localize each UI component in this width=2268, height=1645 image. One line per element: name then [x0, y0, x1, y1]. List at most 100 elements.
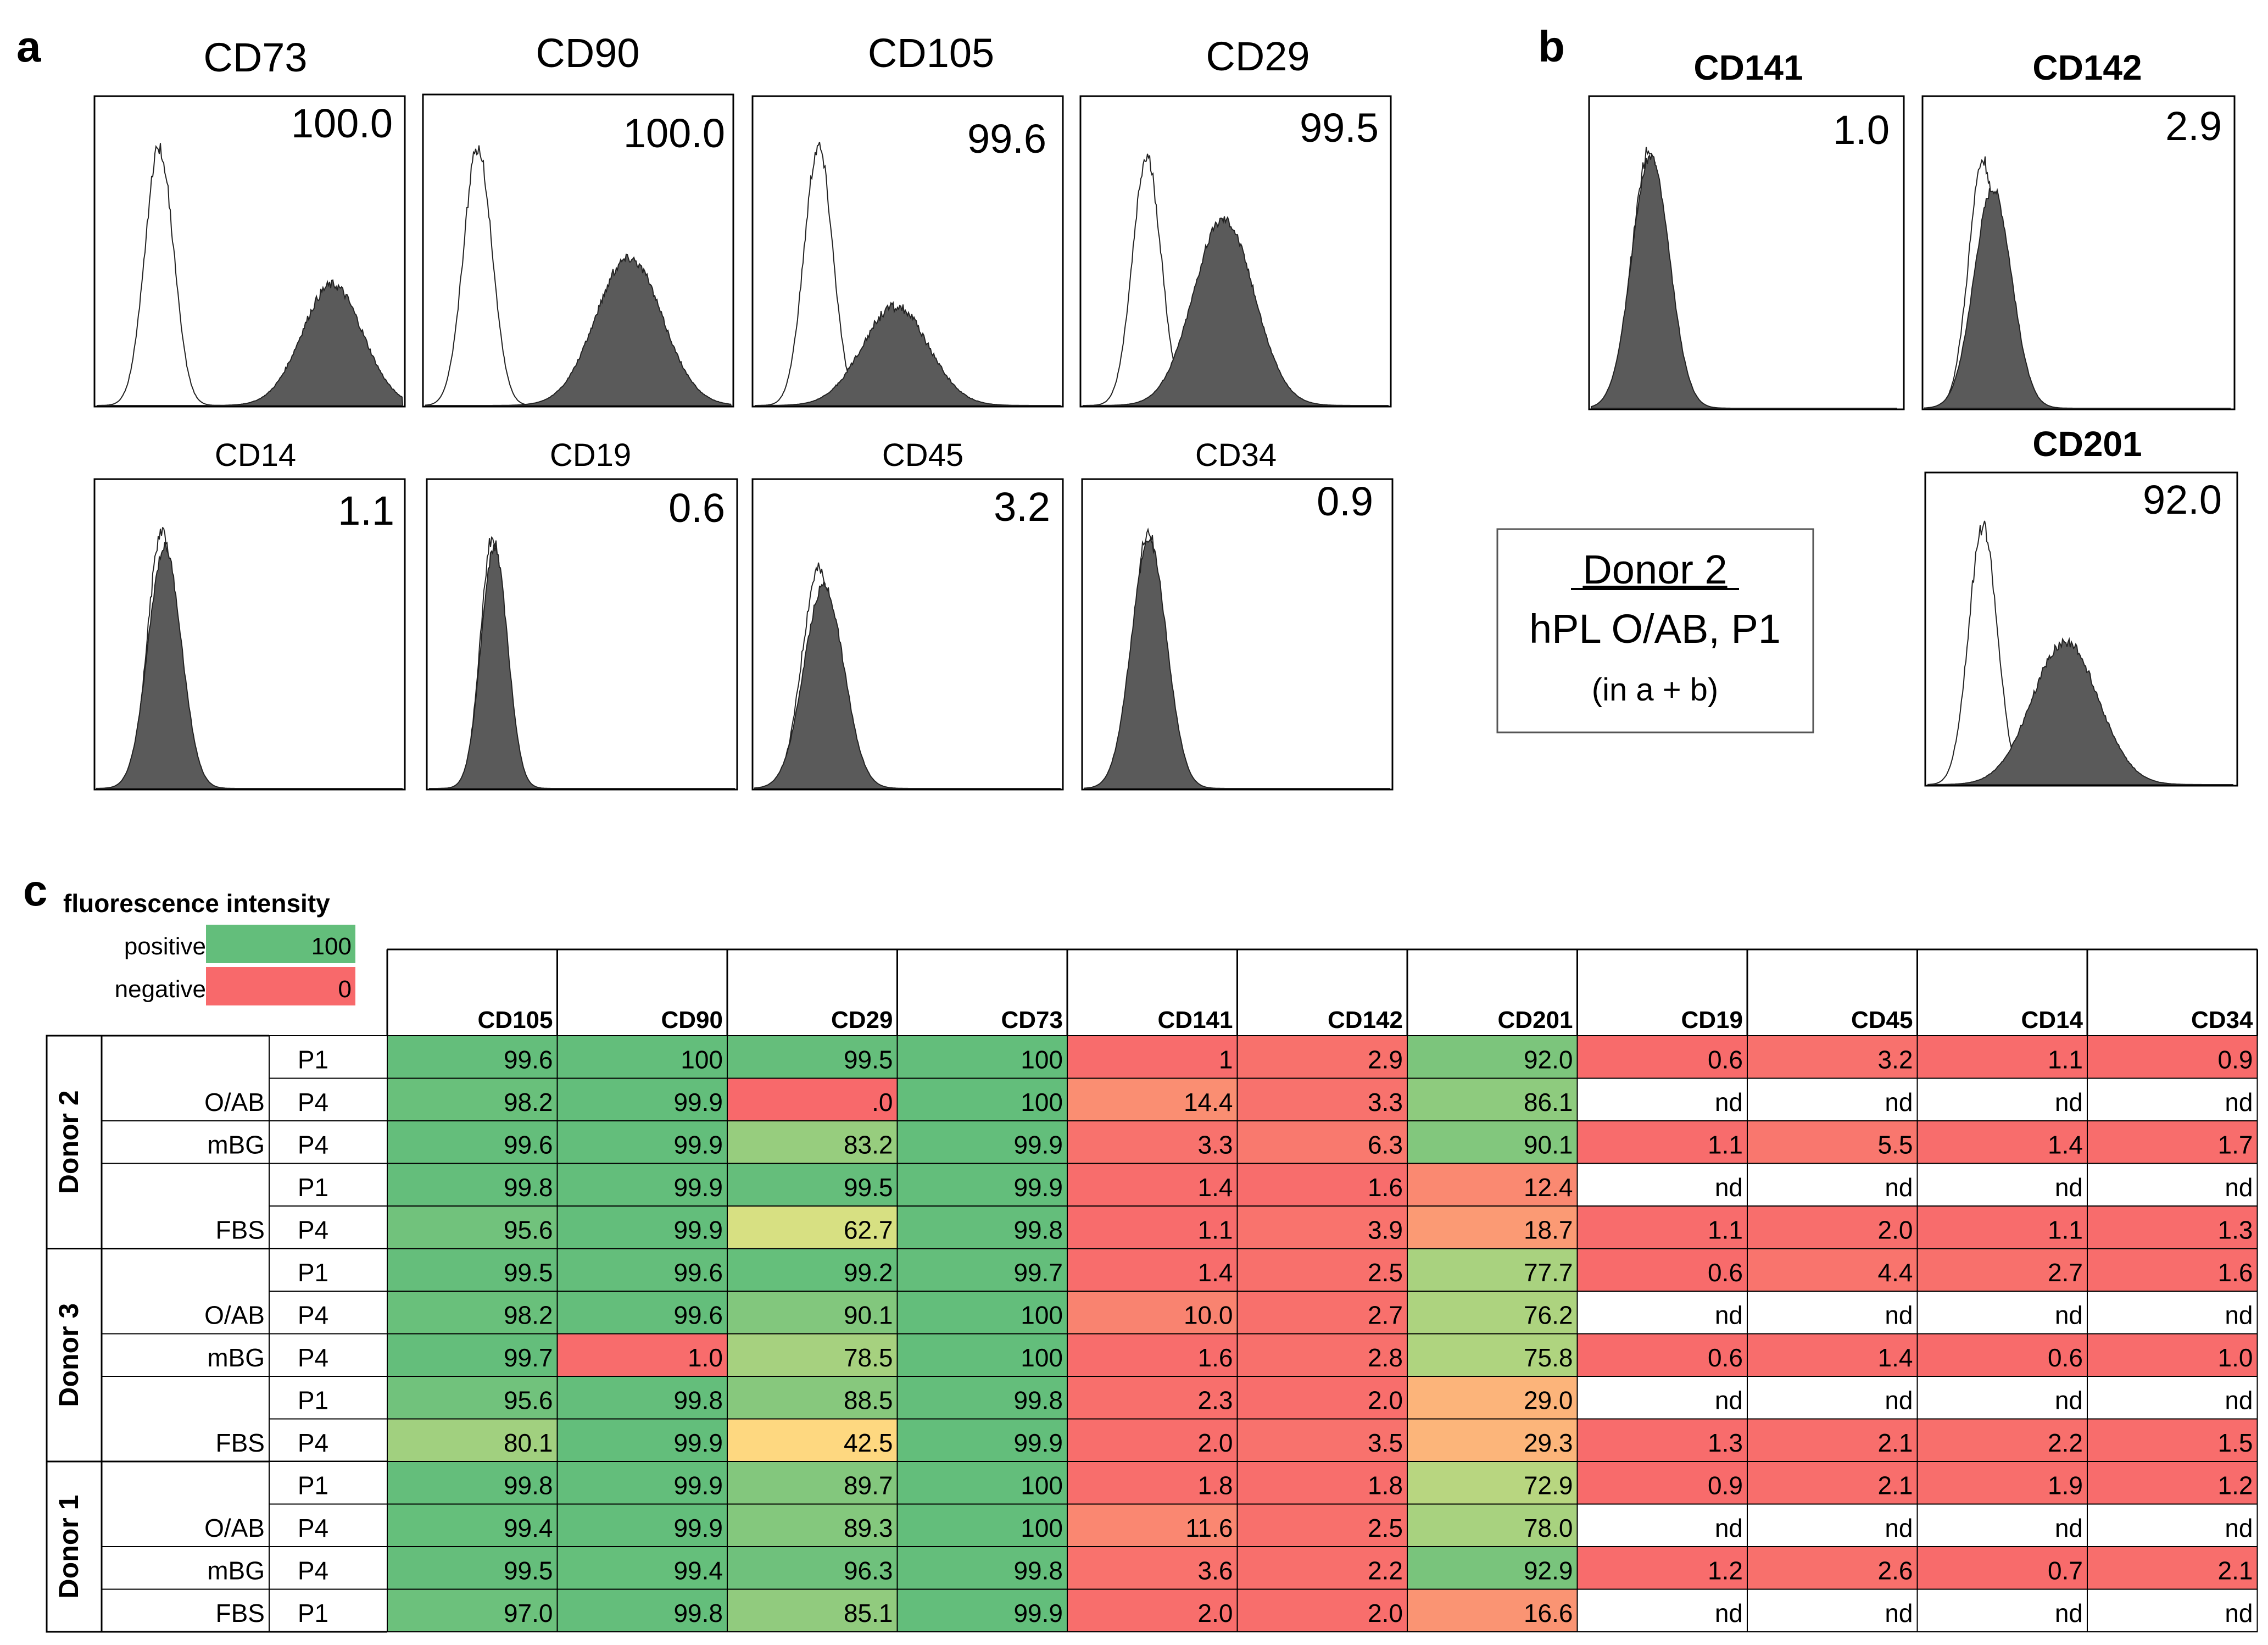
legend-positive-label: positive — [124, 933, 206, 960]
cell-value: 95.6 — [504, 1386, 553, 1415]
cell-value: nd — [2055, 1173, 2083, 1202]
medium-label: mBG — [207, 1131, 265, 1159]
heatmap-cell — [1747, 1546, 1918, 1590]
heatmap-cell — [387, 1588, 558, 1632]
heatmap-cell — [1747, 1205, 1918, 1249]
column-header-cd105: CD105 — [478, 1007, 553, 1033]
cell-value: 2.3 — [1198, 1386, 1233, 1415]
cell-value: 2.1 — [1878, 1429, 1913, 1457]
cell-value: 99.9 — [673, 1514, 723, 1542]
heatmap-cell — [2087, 1035, 2258, 1079]
heatmap-cell — [1407, 1333, 1578, 1377]
medium-label: mBG — [207, 1343, 265, 1372]
legend-title: fluorescence intensity — [63, 889, 330, 918]
panel-a: CD73 100.0 CD90 100.0 CD105 99.6 CD29 99… — [93, 30, 1394, 791]
cell-value: 100 — [1021, 1471, 1063, 1500]
cell-value: 3.3 — [1198, 1131, 1233, 1159]
cell-value: 0.6 — [1708, 1258, 1743, 1287]
cell-value: 83.2 — [844, 1131, 893, 1159]
heatmap-cell — [2087, 1163, 2258, 1207]
column-header-cd34: CD34 — [2191, 1007, 2253, 1033]
cell-value: 100 — [1021, 1514, 1063, 1542]
cell-value: nd — [1885, 1514, 1913, 1542]
cell-value: 99.9 — [673, 1216, 723, 1244]
marker-label-cd34: CD34 — [1195, 437, 1277, 473]
heatmap-cell — [1916, 1163, 2088, 1207]
cell-value: nd — [1715, 1514, 1743, 1542]
cell-value: 1.1 — [1708, 1216, 1743, 1244]
heatmap-cell — [1236, 1546, 1408, 1590]
marker-stained-peak — [1084, 538, 1390, 789]
cell-value: 96.3 — [844, 1557, 893, 1585]
heatmap-cell — [1236, 1163, 1408, 1207]
cell-value: 1.8 — [1368, 1471, 1403, 1500]
heatmap-cell — [2087, 1205, 2258, 1249]
histogram-cd90: CD90 100.0 — [422, 30, 734, 408]
cell-value: 99.7 — [504, 1343, 553, 1372]
passage-cell — [269, 1248, 388, 1292]
cell-value: 99.8 — [504, 1173, 553, 1202]
marker-label-cd73: CD73 — [203, 35, 307, 80]
heatmap-cell — [387, 1418, 558, 1462]
histogram-cd14: CD14 1.1 — [93, 437, 406, 791]
medium-label: O/AB — [204, 1514, 265, 1542]
cell-value: nd — [1885, 1088, 1913, 1116]
cell-value: 3.5 — [1368, 1429, 1403, 1457]
heatmap-cell — [727, 1333, 898, 1377]
heatmap-cell — [1236, 1461, 1408, 1505]
heatmap-cell — [2087, 1333, 2258, 1377]
cell-value: 78.0 — [1524, 1514, 1573, 1542]
heatmap-cell — [1576, 1418, 1748, 1462]
heatmap-cell — [1916, 1418, 2088, 1462]
cell-value: 12.4 — [1524, 1173, 1573, 1202]
heatmap-cell — [727, 1077, 898, 1121]
cell-value: 99.6 — [673, 1258, 723, 1287]
cell-value: 2.9 — [1368, 1046, 1403, 1074]
passage-cell — [269, 1418, 388, 1462]
heatmap-cell — [1576, 1205, 1748, 1249]
histogram-cd19: CD19 0.6 — [426, 437, 738, 791]
column-header-cd45: CD45 — [1851, 1007, 1913, 1033]
percent-positive: 99.5 — [1300, 105, 1379, 151]
passage-label: P1 — [298, 1471, 328, 1500]
cell-value: 99.6 — [504, 1046, 553, 1074]
heatmap-cell — [1576, 1461, 1748, 1505]
percent-negative: 1.1 — [338, 488, 394, 533]
marker-label-cd201: CD201 — [2032, 424, 2142, 464]
histogram-cd201: CD201 92.0 — [1924, 424, 2238, 787]
heatmap-cell — [1747, 1248, 1918, 1292]
cell-value: 3.2 — [1878, 1046, 1913, 1074]
heatmap-cell — [556, 1546, 728, 1590]
heatmap-cell — [727, 1503, 898, 1547]
marker-label-cd19: CD19 — [550, 437, 631, 473]
cell-value: 2.0 — [1198, 1599, 1233, 1627]
cell-value: 99.5 — [844, 1046, 893, 1074]
cell-value: 1.2 — [2218, 1471, 2253, 1500]
cell-value: nd — [2225, 1386, 2253, 1415]
heatmap-cell — [1236, 1035, 1408, 1079]
medium-label: FBS — [216, 1216, 265, 1244]
percent-negative: 0.9 — [1317, 479, 1373, 524]
cell-value: 99.9 — [673, 1088, 723, 1116]
cell-value: nd — [1885, 1599, 1913, 1627]
heatmap-cell — [1407, 1376, 1578, 1420]
cell-value: 99.2 — [844, 1258, 893, 1287]
cell-value: 99.9 — [673, 1429, 723, 1457]
legend-negative-value: 0 — [338, 976, 352, 1003]
histogram-cd141: CD141 1.0 — [1588, 48, 1905, 410]
heatmap-cell — [896, 1077, 1068, 1121]
heatmap-cell — [556, 1035, 728, 1079]
cell-value: 1.1 — [2048, 1216, 2083, 1244]
cell-value: 10.0 — [1184, 1301, 1233, 1330]
cell-value: 86.1 — [1524, 1088, 1573, 1116]
column-header-cd73: CD73 — [1001, 1007, 1063, 1033]
medium-label: O/AB — [204, 1088, 265, 1116]
cell-value: 1.8 — [1198, 1471, 1233, 1500]
cell-value: 99.7 — [1013, 1258, 1063, 1287]
column-header-cd90: CD90 — [661, 1007, 723, 1033]
heatmap-cell — [2087, 1588, 2258, 1632]
percent-positive: 100.0 — [291, 101, 393, 146]
cell-value: nd — [1715, 1599, 1743, 1627]
cell-value: 100 — [1021, 1088, 1063, 1116]
heatmap-cell — [1916, 1035, 2088, 1079]
